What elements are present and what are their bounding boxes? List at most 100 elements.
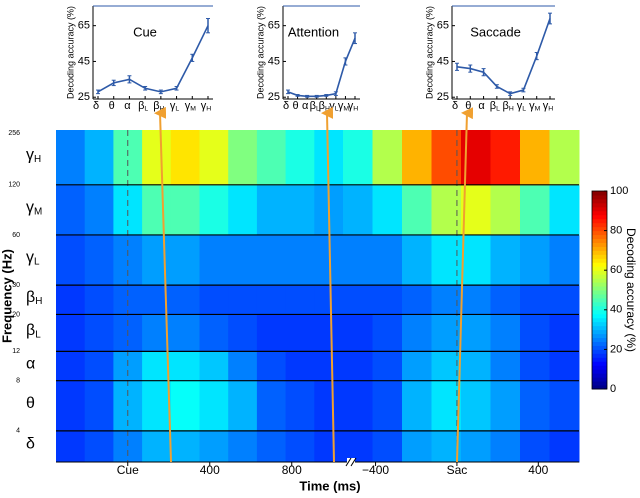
- colorbar-step: [592, 361, 607, 366]
- heat-cell: [199, 234, 229, 286]
- colorbar-step: [592, 266, 607, 271]
- heat-cell: [520, 351, 550, 382]
- heat-cell: [142, 430, 172, 463]
- heat-cell: [84, 430, 114, 463]
- heat-cell: [199, 184, 229, 236]
- heat-cell: [199, 285, 229, 315]
- heat-cell: [170, 234, 200, 286]
- heat-cell: [490, 314, 521, 352]
- colorbar-step: [592, 226, 607, 232]
- inset-title: Cue: [133, 24, 157, 39]
- heat-cell: [285, 351, 315, 382]
- heat-cell: [170, 130, 200, 186]
- heat-cell: [431, 351, 462, 382]
- heat-cell: [402, 130, 432, 186]
- heat-cell: [228, 351, 258, 382]
- heat-cell: [113, 130, 143, 186]
- x-tick-label: γH: [348, 100, 359, 112]
- x-tick-label: γL: [517, 100, 527, 112]
- colorbar-step: [592, 345, 607, 350]
- y-tick-label: 65: [268, 20, 280, 32]
- colorbar-step: [592, 309, 607, 315]
- y-tick-label: 20: [12, 311, 20, 318]
- heat-cell: [402, 184, 432, 236]
- heat-cell: [431, 130, 462, 186]
- band-label: α: [26, 355, 35, 372]
- heat-cell: [520, 314, 550, 352]
- x-tick-label: βH: [503, 100, 514, 112]
- heat-cell: [142, 351, 172, 382]
- colorbar-step: [592, 313, 607, 319]
- x-tick-label: 400: [528, 463, 548, 477]
- heat-cell: [285, 314, 315, 352]
- pointer-arrow: [154, 106, 172, 463]
- heat-cell: [228, 184, 258, 236]
- x-tick-label: γM: [185, 100, 197, 112]
- colorbar-tick-label: 40: [610, 304, 622, 316]
- heat-cell: [402, 285, 432, 315]
- colorbar-step: [592, 325, 607, 331]
- x-tick-label: θ: [109, 100, 115, 112]
- heat-cell: [199, 430, 229, 463]
- band-label: γH: [26, 147, 41, 165]
- pointer-arrow: [321, 106, 335, 463]
- y-tick-label: 45: [268, 55, 280, 67]
- colorbar-step: [592, 242, 607, 247]
- x-tick-label: δ: [452, 100, 458, 112]
- heat-cell: [461, 430, 491, 463]
- x-tick-label: γH: [543, 100, 554, 112]
- colorbar-step: [592, 329, 607, 335]
- heat-cell: [256, 234, 287, 286]
- heat-cell: [343, 130, 373, 186]
- heat-cell: [343, 380, 373, 432]
- heat-cell: [285, 130, 315, 186]
- x-tick-label: −400: [362, 463, 389, 477]
- y-tick-label: 45: [78, 55, 90, 67]
- heat-cell: [113, 351, 143, 382]
- heat-cell: [372, 351, 403, 382]
- heat-cell: [520, 184, 550, 236]
- colorbar-step: [592, 234, 607, 240]
- heat-cell: [490, 430, 521, 463]
- colorbar-step: [592, 194, 607, 200]
- break-gap: [347, 458, 355, 466]
- pointer-arrow: [456, 107, 474, 463]
- x-tick-label: Cue: [117, 463, 139, 477]
- heat-cell: [549, 234, 580, 286]
- heat-cell: [402, 314, 432, 352]
- colorbar-step: [592, 198, 607, 204]
- heat-cell: [549, 314, 580, 352]
- colorbar-label: Decoding accuracy (%): [624, 228, 638, 352]
- colorbar-step: [592, 341, 607, 346]
- heat-cell: [549, 351, 580, 382]
- colorbar-step: [592, 258, 607, 263]
- colorbar-step: [592, 210, 607, 216]
- colorbar-step: [592, 214, 607, 220]
- heat-cell: [549, 380, 580, 432]
- heat-cell: [343, 234, 373, 286]
- heat-cell: [343, 285, 373, 315]
- series-line: [97, 25, 209, 93]
- x-tick-label: γL: [329, 100, 339, 112]
- heat-cell: [285, 184, 315, 236]
- heat-cell: [228, 380, 258, 432]
- y-tick-label: 4: [16, 428, 20, 435]
- heat-cell: [142, 380, 172, 432]
- x-tick-label: Sac: [447, 463, 468, 477]
- heat-cell: [170, 430, 200, 463]
- heat-cell: [228, 285, 258, 315]
- heat-cell: [549, 285, 580, 315]
- heat-cell: [199, 130, 229, 186]
- heat-cell: [56, 314, 86, 352]
- x-tick-label: δ: [283, 100, 289, 112]
- heat-cell: [402, 430, 432, 463]
- y-tick-label: 45: [437, 55, 449, 67]
- heat-cell: [84, 351, 114, 382]
- heat-cell: [285, 285, 315, 315]
- heat-cell: [520, 234, 550, 286]
- heat-cell: [228, 430, 258, 463]
- colorbar-step: [592, 365, 607, 370]
- heat-cell: [461, 351, 491, 382]
- inset-title: Saccade: [470, 24, 521, 39]
